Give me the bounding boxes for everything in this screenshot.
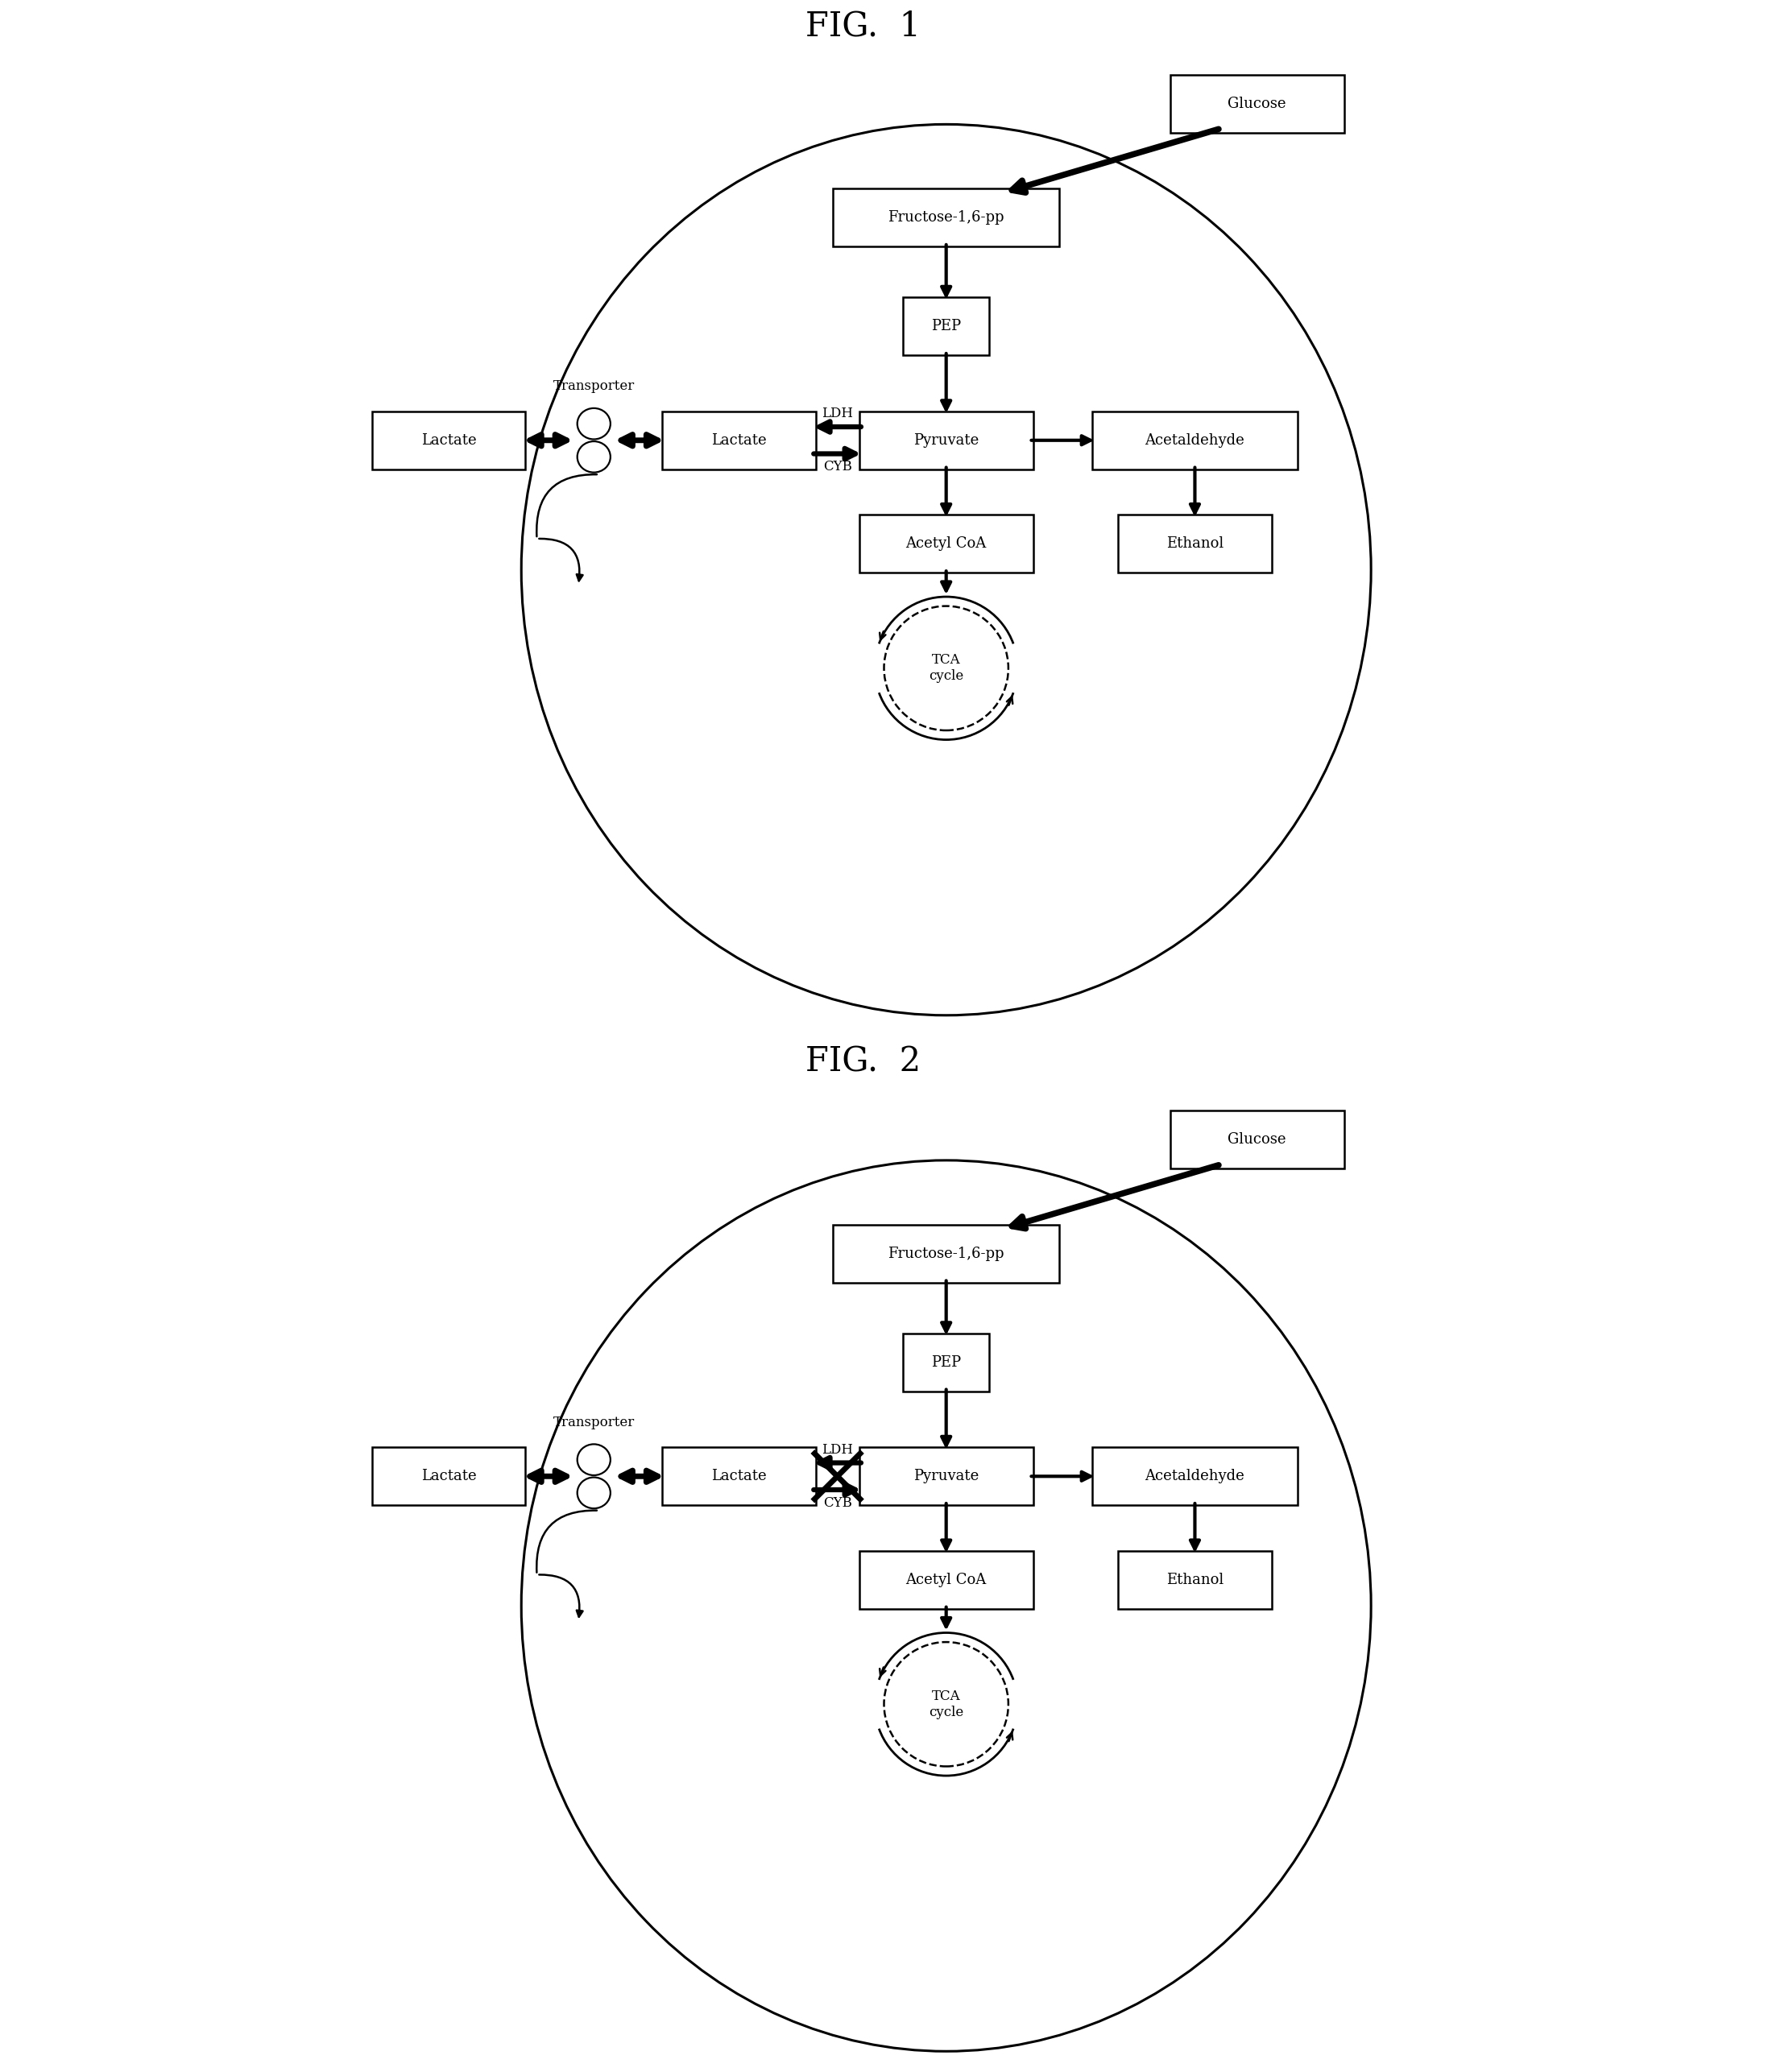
FancyBboxPatch shape [833,189,1059,247]
Text: PEP: PEP [932,1355,962,1370]
Ellipse shape [578,441,610,472]
Text: Transporter: Transporter [553,1415,635,1430]
Text: Lactate: Lactate [711,1469,767,1484]
FancyBboxPatch shape [371,410,525,470]
FancyArrowPatch shape [537,1510,598,1573]
FancyBboxPatch shape [903,1334,988,1392]
Text: FIG.  2: FIG. 2 [806,1044,921,1080]
Text: Lactate: Lactate [421,1469,476,1484]
FancyBboxPatch shape [859,514,1033,572]
FancyBboxPatch shape [663,1446,815,1504]
FancyBboxPatch shape [859,1550,1033,1608]
FancyBboxPatch shape [1117,1550,1271,1608]
FancyBboxPatch shape [663,410,815,470]
Text: Lactate: Lactate [421,433,476,448]
Text: CYB: CYB [822,460,852,474]
FancyBboxPatch shape [903,296,988,356]
Text: TCA
cycle: TCA cycle [928,653,964,684]
Text: LDH: LDH [822,406,854,421]
Text: Glucose: Glucose [1227,1133,1287,1146]
FancyBboxPatch shape [1117,514,1271,572]
FancyBboxPatch shape [371,1446,525,1504]
Circle shape [884,1641,1008,1765]
Text: Fructose-1,6-pp: Fructose-1,6-pp [888,1247,1004,1260]
Text: TCA
cycle: TCA cycle [928,1689,964,1720]
FancyArrowPatch shape [539,539,583,580]
Text: CYB: CYB [822,1496,852,1510]
Text: PEP: PEP [932,319,962,334]
FancyBboxPatch shape [833,1225,1059,1283]
Text: Ethanol: Ethanol [1167,1573,1223,1587]
FancyBboxPatch shape [859,410,1033,470]
Text: Fructose-1,6-pp: Fructose-1,6-pp [888,211,1004,224]
FancyBboxPatch shape [1170,75,1344,133]
Text: LDH: LDH [822,1442,854,1457]
FancyBboxPatch shape [1170,1111,1344,1169]
Ellipse shape [578,1477,610,1508]
FancyArrowPatch shape [537,474,598,537]
FancyBboxPatch shape [1093,1446,1298,1504]
Text: Acetyl CoA: Acetyl CoA [905,1573,987,1587]
FancyBboxPatch shape [859,1446,1033,1504]
Ellipse shape [578,1444,610,1475]
Text: Glucose: Glucose [1227,97,1287,110]
Text: Acetaldehyde: Acetaldehyde [1146,1469,1245,1484]
Text: Pyruvate: Pyruvate [914,433,979,448]
Text: FIG.  1: FIG. 1 [806,8,921,44]
Ellipse shape [578,408,610,439]
Text: Ethanol: Ethanol [1167,537,1223,551]
Text: Lactate: Lactate [711,433,767,448]
Text: Pyruvate: Pyruvate [914,1469,979,1484]
Text: Acetyl CoA: Acetyl CoA [905,537,987,551]
FancyBboxPatch shape [1093,410,1298,470]
Text: Transporter: Transporter [553,379,635,394]
FancyArrowPatch shape [539,1575,583,1616]
Text: Acetaldehyde: Acetaldehyde [1146,433,1245,448]
Circle shape [884,605,1008,731]
